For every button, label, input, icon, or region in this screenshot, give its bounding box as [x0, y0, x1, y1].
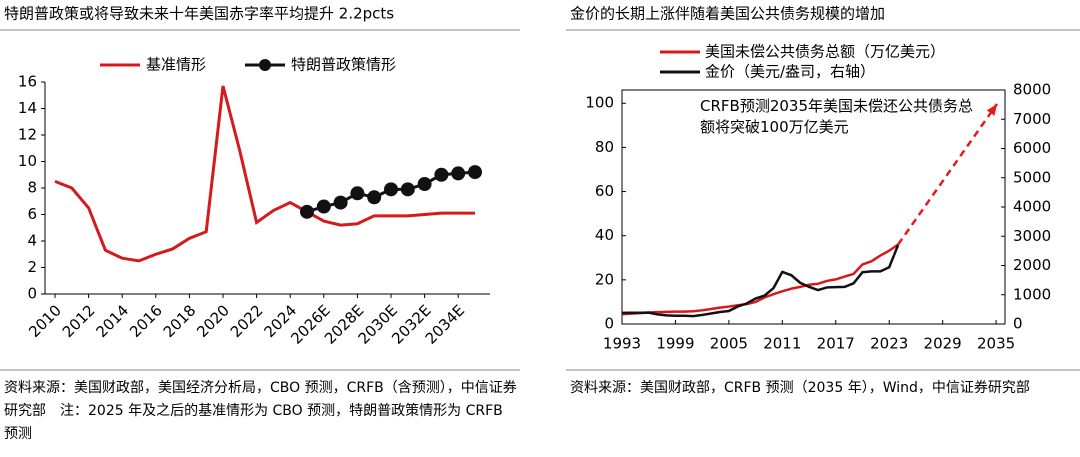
projection-arrow [897, 103, 999, 246]
data-point [316, 199, 331, 214]
legend-label: 特朗普政策情形 [291, 56, 396, 74]
y2-tick-label: 5000 [1013, 168, 1051, 186]
source-note: 资料来源：美国财政部，美国经济分析局，CBO 预测，CRFB（含预测），中信证券… [4, 380, 517, 442]
y2-tick-label: 2000 [1013, 256, 1051, 274]
series-line [621, 243, 899, 316]
y2-tick-label: 1000 [1013, 285, 1051, 303]
y-tick-label: 60 [595, 182, 614, 200]
y2-tick-label: 0 [1013, 315, 1023, 333]
chart-title: 特朗普政策或将导致未来十年美国赤字率平均提升 2.2pcts [4, 5, 394, 23]
y2-tick-label: 4000 [1013, 198, 1051, 216]
y-tick-label: 4 [27, 232, 37, 250]
x-tick-label: 2010 [25, 301, 65, 341]
data-point [468, 165, 482, 180]
data-point [384, 182, 398, 197]
y-tick-label: 0 [27, 285, 37, 303]
y-tick-label: 20 [595, 270, 614, 288]
x-tick-label: 2020 [193, 301, 233, 341]
data-point [333, 195, 348, 210]
x-tick-label: 2016 [126, 301, 166, 341]
x-tick-label: 2035 [977, 335, 1015, 353]
data-point [434, 167, 449, 182]
x-tick-label: 2018 [160, 301, 200, 341]
data-point [417, 177, 432, 192]
y-tick-label: 100 [585, 94, 614, 112]
legend-label: 美国未偿公共债务总额（万亿美元） [705, 43, 945, 61]
y-tick-label: 0 [604, 315, 614, 333]
y2-tick-label: 7000 [1013, 110, 1051, 128]
annotation: CRFB预测2035年美国未偿还公共债务总额将突破100万亿美元 [700, 97, 973, 136]
x-tick-label: 2022 [227, 301, 267, 341]
y-tick-label: 6 [27, 205, 37, 223]
y2-tick-label: 8000 [1013, 81, 1051, 99]
y-tick-label: 14 [18, 99, 37, 117]
y-tick-label: 8 [27, 179, 37, 197]
y-tick-label: 16 [18, 73, 37, 91]
arrow-head [986, 104, 997, 116]
series-line [621, 244, 900, 318]
x-tick-label: 1993 [603, 335, 641, 353]
data-point [367, 190, 382, 205]
series-line [54, 85, 475, 263]
x-tick-label: 2012 [59, 301, 99, 341]
annotation-box: CRFB预测2035年美国未偿还公共债务总额将突破100万亿美元 [700, 97, 973, 136]
x-tick-label: 2023 [870, 335, 908, 353]
x-tick-label: 2005 [710, 335, 748, 353]
x-tick-label: 2011 [763, 335, 801, 353]
y2-tick-label: 3000 [1013, 227, 1051, 245]
legend-label: 基准情形 [146, 56, 206, 74]
legend-marker [259, 59, 271, 71]
x-tick-label: 2014 [92, 301, 132, 341]
y-tick-label: 10 [18, 152, 37, 170]
y-tick-label: 40 [595, 226, 614, 244]
x-tick-label: 2017 [817, 335, 855, 353]
y2-tick-label: 6000 [1013, 139, 1051, 157]
legend-label: 金价（美元/盎司，右轴） [705, 63, 875, 81]
y-tick-label: 12 [18, 126, 37, 144]
x-tick-label: 1999 [656, 335, 694, 353]
y-tick-label: 2 [27, 258, 37, 276]
chart-title: 金价的长期上涨伴随着美国公共债务规模的增加 [570, 5, 885, 23]
y-tick-label: 80 [595, 138, 614, 156]
data-point [400, 182, 415, 197]
data-point [451, 166, 466, 181]
source-note: 资料来源：美国财政部，CRFB 预测（2035 年），Wind，中信证券研究部 [570, 380, 1030, 396]
data-point [300, 204, 314, 219]
x-tick-label: 2029 [924, 335, 962, 353]
data-point [350, 186, 365, 201]
